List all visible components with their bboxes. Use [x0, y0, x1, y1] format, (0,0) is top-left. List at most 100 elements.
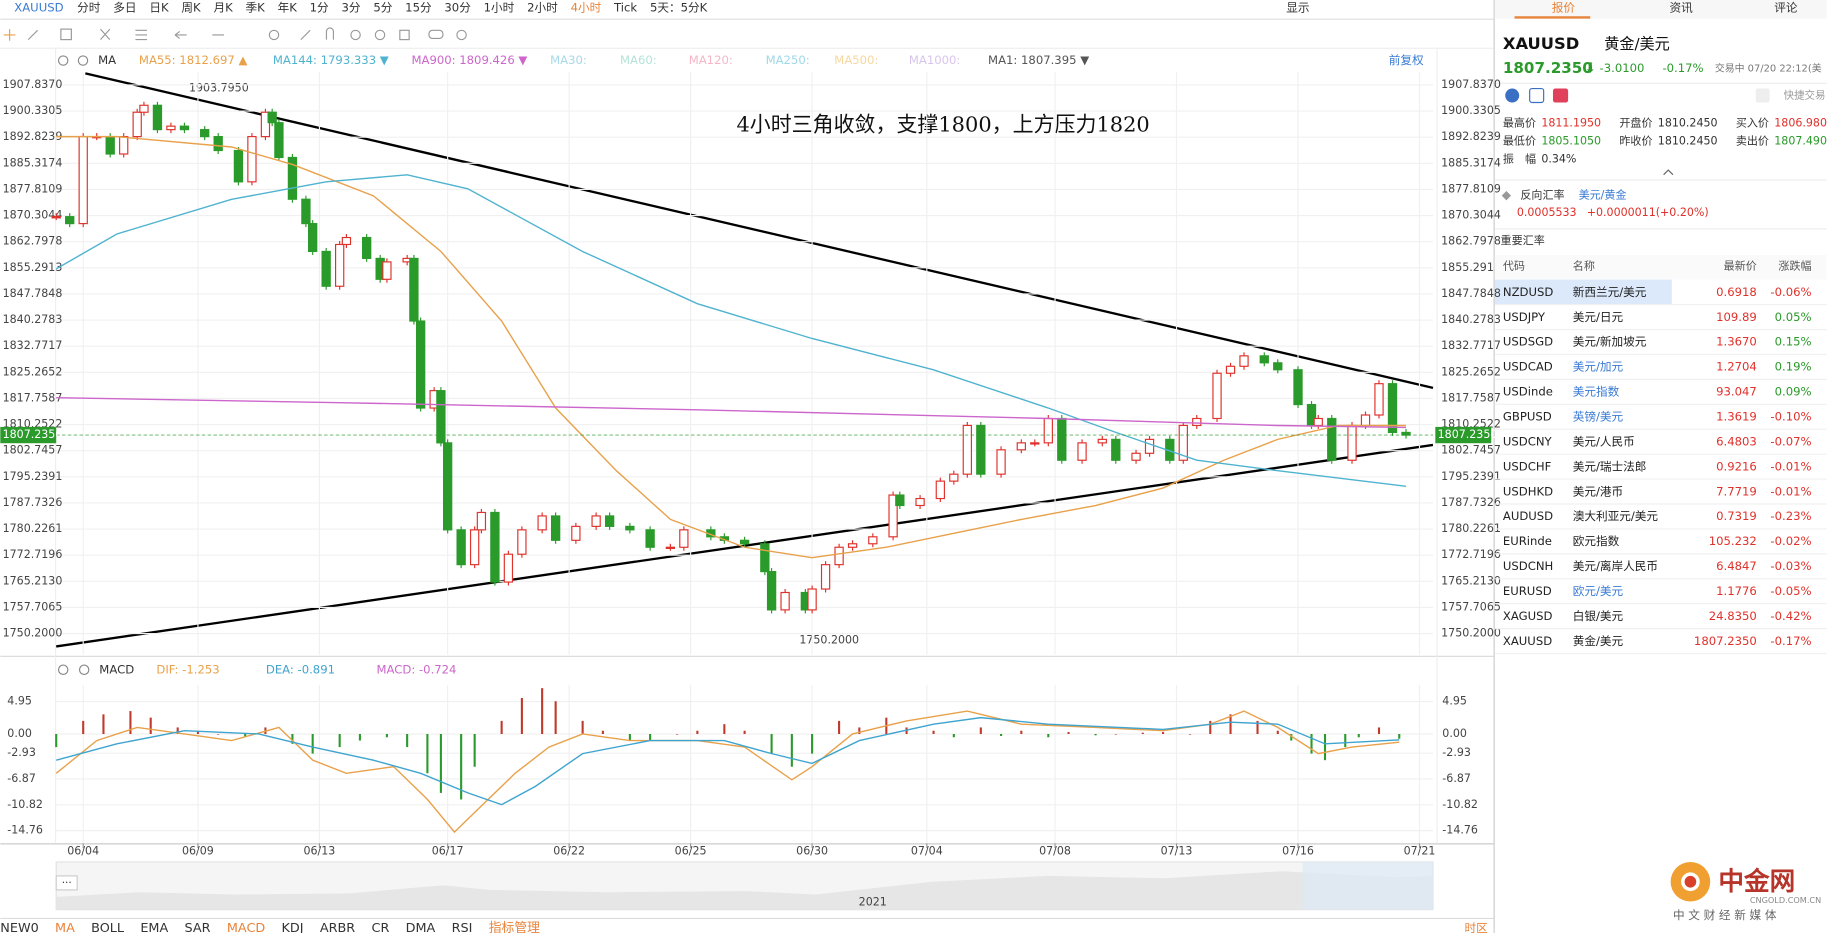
indicator-tab[interactable]: BOLL: [91, 921, 125, 933]
navigator-button[interactable]: [55, 875, 78, 891]
table-cell[interactable]: 新西兰元/美元: [1573, 285, 1647, 299]
table-cell[interactable]: USDHKD: [1503, 484, 1553, 498]
table-cell[interactable]: 英镑/美元: [1573, 409, 1624, 423]
table-cell[interactable]: USDJPY: [1503, 310, 1546, 324]
table-cell[interactable]: 美元/港币: [1573, 484, 1623, 498]
indicator-label[interactable]: MACD: [99, 662, 134, 676]
table-cell[interactable]: 黄金/美元: [1573, 634, 1624, 648]
legend-item-inactive[interactable]: MA500:: [834, 53, 878, 67]
table-cell[interactable]: USDinde: [1503, 385, 1553, 399]
table-cell[interactable]: EURinde: [1503, 534, 1552, 548]
panel-tab[interactable]: 报价: [1552, 1, 1576, 15]
indicator-tab[interactable]: SAR: [185, 921, 211, 933]
table-cell[interactable]: 白银/美元: [1573, 609, 1624, 623]
table-cell[interactable]: USDCHF: [1503, 459, 1552, 473]
indicator-tab[interactable]: CR: [372, 921, 390, 933]
period-tab[interactable]: 15分: [405, 1, 432, 15]
table-cell[interactable]: 美元指数: [1573, 385, 1620, 399]
legend-item[interactable]: DIF: -1.253: [156, 662, 219, 676]
display-menu[interactable]: 显示: [1286, 1, 1309, 15]
indicator-tab[interactable]: ARBR: [320, 921, 355, 933]
icon[interactable]: [1552, 88, 1569, 103]
table-cell[interactable]: EURUSD: [1503, 584, 1552, 598]
panel-tab[interactable]: 评论: [1774, 1, 1798, 15]
table-cell[interactable]: 美元/离岸人民币: [1573, 559, 1658, 573]
legend-item-inactive[interactable]: MA1000:: [909, 53, 960, 67]
period-tab[interactable]: 月K: [213, 1, 233, 15]
tool-icon[interactable]: [174, 30, 187, 39]
period-tab[interactable]: 年K: [278, 1, 298, 15]
period-tab[interactable]: 多日: [113, 1, 136, 15]
period-tab[interactable]: 周K: [181, 1, 201, 15]
legend-item[interactable]: MA144: 1793.333 ▼: [273, 53, 389, 67]
settings-icon[interactable]: [57, 55, 69, 66]
period-tab[interactable]: 4小时: [571, 1, 602, 15]
period-tab[interactable]: 5天：5分K: [650, 1, 708, 15]
tool-icon[interactable]: [300, 27, 335, 41]
legend-item[interactable]: MA900: 1809.426 ▼: [411, 53, 527, 67]
table-cell[interactable]: XAUUSD: [1503, 634, 1552, 648]
period-tab[interactable]: 分时: [77, 1, 101, 15]
period-tab[interactable]: 1分: [310, 1, 329, 15]
inverse-pair[interactable]: 美元/黄金: [1579, 188, 1627, 202]
quick-trade[interactable]: 快捷交易: [1784, 89, 1826, 102]
period-tab[interactable]: 5分: [373, 1, 392, 15]
table-cell[interactable]: 美元/加元: [1573, 360, 1624, 374]
table-cell[interactable]: 美元/瑞士法郎: [1573, 459, 1647, 473]
indicator-tab[interactable]: KDJ: [282, 921, 304, 933]
tool-icon[interactable]: [350, 29, 361, 41]
table-cell[interactable]: USDSGD: [1503, 335, 1553, 349]
settings-icon[interactable]: [78, 664, 90, 675]
indicator-tab[interactable]: EMA: [140, 921, 168, 933]
tool-icon[interactable]: [428, 29, 444, 40]
legend-item-inactive[interactable]: MA60:: [620, 53, 657, 67]
tool-icon[interactable]: [100, 28, 111, 40]
settings-icon[interactable]: [77, 55, 89, 66]
icon[interactable]: [1529, 87, 1545, 104]
tool-icon[interactable]: [3, 29, 16, 41]
legend-item-inactive[interactable]: MA250:: [766, 53, 810, 67]
table-cell[interactable]: NZDUSD: [1503, 285, 1553, 299]
table-cell[interactable]: USDCAD: [1503, 360, 1553, 374]
table-cell[interactable]: 澳大利亚元/美元: [1573, 509, 1659, 523]
indicator-tab[interactable]: MA: [55, 921, 75, 933]
icon[interactable]: [1755, 88, 1770, 103]
panel-tab[interactable]: 资讯: [1669, 1, 1693, 15]
tool-icon[interactable]: [60, 28, 72, 41]
period-tab[interactable]: Tick: [613, 1, 637, 15]
table-cell[interactable]: 欧元指数: [1573, 534, 1620, 548]
indicator-label[interactable]: MA: [98, 53, 116, 67]
navigator-window[interactable]: [1302, 861, 1433, 910]
table-cell[interactable]: 欧元/美元: [1573, 584, 1624, 598]
tool-icon[interactable]: [135, 29, 148, 41]
period-tab[interactable]: 2小时: [527, 1, 558, 15]
table-cell[interactable]: 美元/日元: [1573, 310, 1624, 324]
indicator-tab[interactable]: 指标管理: [489, 921, 540, 933]
timezone[interactable]: 时区: [1464, 921, 1488, 933]
period-tab[interactable]: 3分: [341, 1, 360, 15]
table-cell[interactable]: USDCNY: [1503, 434, 1553, 448]
legend-item-inactive[interactable]: MA120:: [689, 53, 733, 67]
adjust-option[interactable]: 前复权: [1389, 53, 1424, 67]
period-tab[interactable]: 30分: [444, 1, 471, 15]
legend-item-inactive[interactable]: MA30:: [550, 53, 587, 67]
table-cell[interactable]: AUDUSD: [1503, 509, 1553, 523]
tool-icon[interactable]: [268, 29, 280, 41]
legend-item[interactable]: MACD: -0.724: [377, 662, 457, 676]
table-cell[interactable]: GBPUSD: [1503, 409, 1552, 423]
symbol[interactable]: XAUUSD: [14, 1, 63, 15]
settings-icon[interactable]: [57, 664, 69, 675]
tool-icon[interactable]: [374, 29, 386, 41]
table-cell[interactable]: 美元/人民币: [1573, 434, 1635, 448]
navigator-button-label[interactable]: ···: [62, 877, 72, 889]
tool-icon[interactable]: [399, 29, 410, 41]
table-cell[interactable]: XAGUSD: [1503, 609, 1553, 623]
indicator-tab[interactable]: DMA: [406, 921, 436, 933]
period-tab[interactable]: 1小时: [484, 1, 515, 15]
period-tab[interactable]: 季K: [246, 1, 266, 15]
indicator-tab[interactable]: MACD: [227, 921, 266, 933]
period-tab[interactable]: 日K: [149, 1, 169, 15]
tool-icon[interactable]: [456, 29, 467, 41]
legend-item[interactable]: MA55: 1812.697 ▲: [139, 53, 248, 67]
indicator-tab[interactable]: RSI: [452, 921, 473, 933]
